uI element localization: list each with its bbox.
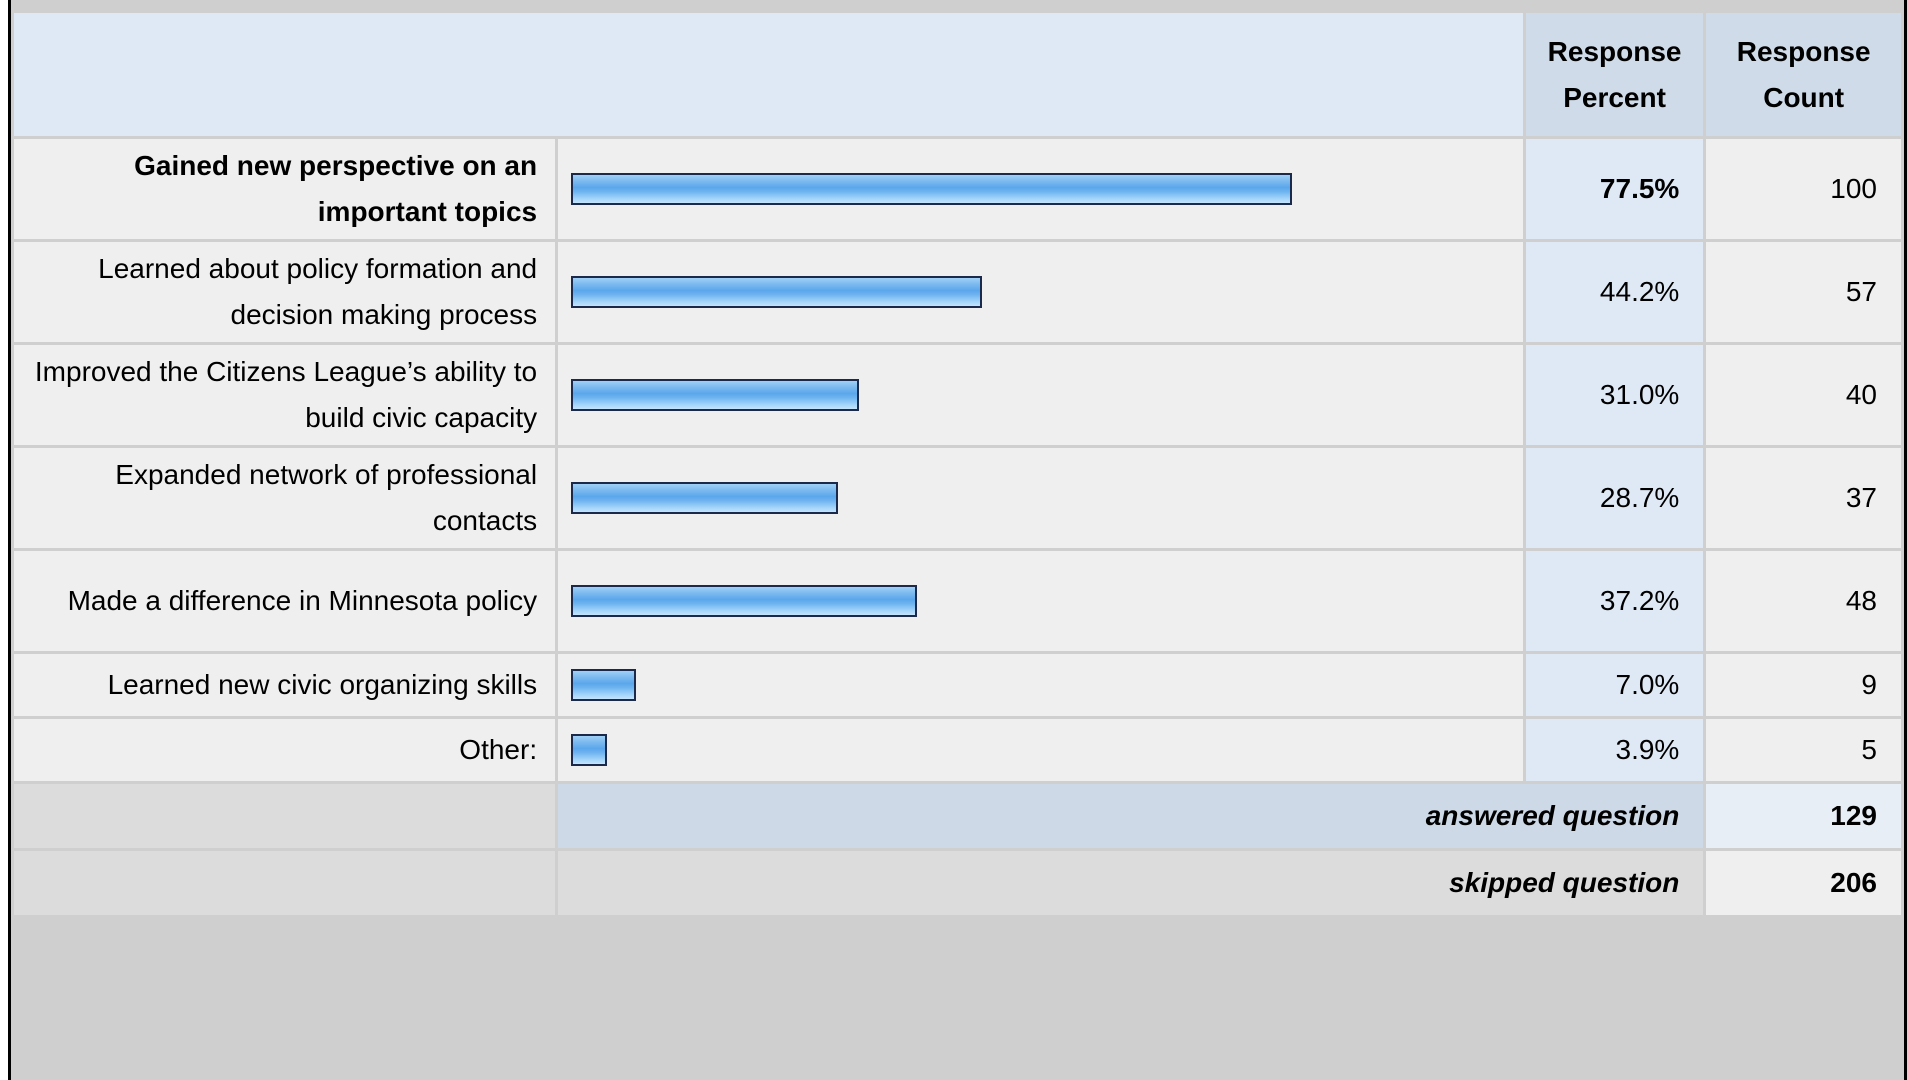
skipped-blank-cell [14, 851, 556, 915]
bar [571, 276, 983, 308]
response-percent-header-line2: Percent [1563, 81, 1666, 113]
response-count-value: 48 [1706, 551, 1901, 651]
bar-cell [558, 242, 1523, 342]
table-row: Made a difference in Minnesota policy 37.… [14, 551, 1901, 651]
answer-label: Learned new civic organizing skills [14, 654, 556, 716]
response-percent-value: 7.0% [1525, 654, 1704, 716]
response-percent-value: 31.0% [1525, 345, 1704, 445]
answer-label: Gained new perspective on an important t… [14, 139, 556, 239]
table-row: Other: 3.9% 5 [14, 719, 1901, 781]
skipped-question-row: skipped question 206 [14, 851, 1901, 915]
answer-label: Learned about policy formation and decis… [14, 242, 556, 342]
response-percent-header: Response Percent [1525, 13, 1704, 136]
response-percent-value: 28.7% [1525, 448, 1704, 548]
bar-cell [558, 139, 1523, 239]
response-percent-value: 44.2% [1525, 242, 1704, 342]
response-count-header: Response Count [1706, 13, 1901, 136]
bar [571, 173, 1293, 205]
response-count-header-line1: Response [1736, 35, 1871, 67]
answered-question-row: answered question 129 [14, 784, 1901, 848]
table-row: Expanded network of professional contact… [14, 448, 1901, 548]
response-percent-value: 3.9% [1525, 719, 1704, 781]
response-count-value: 9 [1706, 654, 1901, 716]
answered-question-label: answered question [558, 784, 1704, 848]
survey-results-table: Response Percent Response Count Gained n… [11, 10, 1904, 918]
response-count-value: 40 [1706, 345, 1901, 445]
bar-cell [558, 551, 1523, 651]
survey-frame: Response Percent Response Count Gained n… [8, 0, 1907, 1080]
answer-label: Improved the Citizens League’s ability t… [14, 345, 556, 445]
table-row: Gained new perspective on an important t… [14, 139, 1901, 239]
answer-label: Expanded network of professional contact… [14, 448, 556, 548]
bar-cell [558, 448, 1523, 548]
bar-cell [558, 654, 1523, 716]
response-count-value: 37 [1706, 448, 1901, 548]
response-percent-value: 77.5% [1525, 139, 1704, 239]
bar [571, 379, 860, 411]
bar [571, 482, 839, 514]
answered-blank-cell [14, 784, 556, 848]
table-row: Improved the Citizens League’s ability t… [14, 345, 1901, 445]
response-percent-header-line1: Response [1547, 35, 1682, 67]
table-row: Learned new civic organizing skills 7.0% 9 [14, 654, 1901, 716]
header-blank-cell [14, 13, 1523, 136]
answered-question-value: 129 [1706, 784, 1901, 848]
answer-label: Made a difference in Minnesota policy [14, 551, 556, 651]
bar [571, 669, 637, 701]
bar [571, 734, 608, 766]
answer-label: Other: [14, 719, 556, 781]
header-row: Response Percent Response Count [14, 13, 1901, 136]
response-count-header-line2: Count [1763, 81, 1845, 113]
bar-cell [558, 345, 1523, 445]
skipped-question-value: 206 [1706, 851, 1901, 915]
response-count-value: 100 [1706, 139, 1901, 239]
bar-cell [558, 719, 1523, 781]
skipped-question-label: skipped question [558, 851, 1704, 915]
response-percent-value: 37.2% [1525, 551, 1704, 651]
response-count-value: 57 [1706, 242, 1901, 342]
bar [571, 585, 918, 617]
response-count-value: 5 [1706, 719, 1901, 781]
table-row: Learned about policy formation and decis… [14, 242, 1901, 342]
